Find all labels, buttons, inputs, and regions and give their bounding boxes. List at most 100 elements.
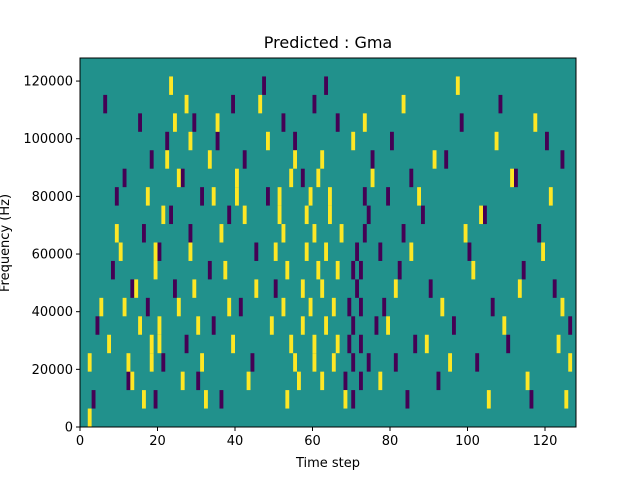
heatmap-cell-low: [351, 260, 356, 280]
heatmap-cell-high: [331, 297, 336, 317]
heatmap-cell-low: [103, 94, 108, 114]
heatmap-cell-low: [362, 187, 367, 206]
heatmap-cell-high: [107, 334, 111, 354]
heatmap-cell-high: [324, 316, 328, 335]
heatmap-cell-low: [114, 187, 119, 206]
heatmap-cell-low: [436, 371, 441, 391]
heatmap-cell-low: [211, 316, 216, 335]
heatmap-cell-low: [521, 260, 526, 280]
heatmap-cell-high: [525, 371, 530, 391]
heatmap-cell-high: [99, 297, 104, 317]
heatmap-cell-low: [568, 316, 573, 335]
heatmap-cell-high: [149, 334, 154, 354]
heatmap-cell-high: [533, 113, 538, 132]
heatmap-cell-high: [138, 316, 142, 335]
heatmap-cell-low: [157, 242, 162, 261]
heatmap-cell-high: [324, 242, 328, 261]
heatmap-cell-high: [204, 390, 208, 409]
x-tick-label: 60: [304, 434, 321, 449]
heatmap-cell-high: [176, 168, 181, 188]
heatmap-cell-low: [347, 297, 352, 317]
heatmap-cell-high: [130, 371, 135, 391]
y-axis: 0 20000 40000 60000 80000 100000 120000: [23, 75, 80, 436]
heatmap-cell-high: [211, 187, 216, 206]
heatmap-cell-low: [231, 94, 235, 114]
heatmap-cell-low: [227, 205, 232, 225]
heatmap-cell-high: [114, 224, 119, 243]
heatmap-cell-high: [157, 316, 162, 335]
heatmap-cell-low: [254, 242, 259, 261]
y-tick-label: 60000: [32, 248, 73, 263]
x-tick-label: 20: [149, 434, 166, 449]
heatmap-cell-high: [432, 150, 437, 169]
heatmap-cell-high: [335, 334, 340, 354]
heatmap-cell-low: [351, 390, 356, 409]
heatmap-cell-high: [289, 168, 294, 188]
heatmap-cell-low: [300, 168, 305, 188]
heatmap-cell-low: [281, 113, 286, 132]
heatmap-cell-low: [95, 316, 100, 335]
heatmap-cell-low: [467, 242, 472, 261]
heatmap-cell-low: [347, 334, 352, 354]
heatmap-cell-low: [138, 113, 142, 132]
heatmap-cell-low: [366, 205, 371, 225]
heatmap-cell-high: [242, 205, 247, 225]
heatmap-cell-high: [556, 334, 561, 354]
heatmap-cell-high: [235, 187, 239, 206]
heatmap-cell-high: [215, 113, 220, 132]
y-tick-label: 0: [65, 421, 73, 436]
heatmap-cell-high: [328, 187, 332, 206]
heatmap-cell-high: [479, 205, 483, 225]
x-tick-label: 80: [382, 434, 399, 449]
heatmap-cell-low: [351, 353, 356, 372]
heatmap-cell-high: [471, 260, 476, 280]
heatmap-cell-high: [440, 297, 445, 317]
heatmap-cell-high: [343, 390, 348, 409]
heatmap-cell-high: [494, 131, 499, 151]
y-tick-label: 40000: [32, 305, 73, 320]
heatmap-cell-high: [293, 353, 297, 372]
y-axis-title: Frequency (Hz): [0, 194, 13, 292]
heatmap-cell-low: [351, 316, 356, 335]
heatmap-cell-low: [498, 94, 503, 114]
heatmap-cell-high: [246, 371, 251, 391]
heatmap-cell-high: [560, 297, 565, 317]
heatmap-cell-high: [510, 168, 514, 188]
heatmap-cell-high: [316, 168, 321, 188]
heatmap-cell-low: [506, 334, 511, 354]
heatmap-cell-low: [219, 390, 224, 409]
heatmap-cell-high: [269, 316, 274, 335]
heatmap-cell-low: [452, 316, 456, 335]
heatmap-cell-low: [378, 242, 383, 261]
heatmap-cell-low: [91, 390, 96, 409]
heatmap-cell-low: [242, 150, 247, 169]
heatmap-cell-low: [362, 224, 367, 243]
heatmap-cell-low: [122, 168, 127, 188]
heatmap-cell-high: [568, 353, 573, 372]
heatmap-cell-high: [277, 205, 282, 225]
heatmap-cell-low: [386, 187, 390, 206]
y-tick-label: 80000: [32, 190, 73, 205]
heatmap-cell-low: [343, 371, 348, 391]
heatmap-cell-low: [130, 279, 135, 298]
heatmap-cell-low: [428, 279, 433, 298]
heatmap-cell-high: [180, 371, 185, 391]
heatmap-cell-low: [153, 390, 158, 409]
heatmap-cell-high: [188, 131, 193, 151]
heatmap-cell-low: [180, 168, 185, 188]
heatmap-cell-high: [285, 260, 290, 280]
heatmap-cell-high: [157, 334, 162, 354]
heatmap-cell-low: [200, 187, 204, 206]
heatmap-cell-high: [254, 279, 259, 298]
heatmap-cell-high: [207, 150, 212, 169]
heatmap-cell-high: [223, 260, 228, 280]
heatmap-cell-low: [161, 353, 166, 372]
heatmap-cell-low: [149, 150, 154, 169]
heatmap-cell-high: [320, 150, 325, 169]
heatmap-cell-high: [227, 297, 232, 317]
heatmap-cell-high: [386, 316, 390, 335]
heatmap-cell-high: [192, 279, 197, 298]
heatmap-cell-high: [200, 353, 204, 372]
heatmap-cell-low: [188, 224, 193, 243]
